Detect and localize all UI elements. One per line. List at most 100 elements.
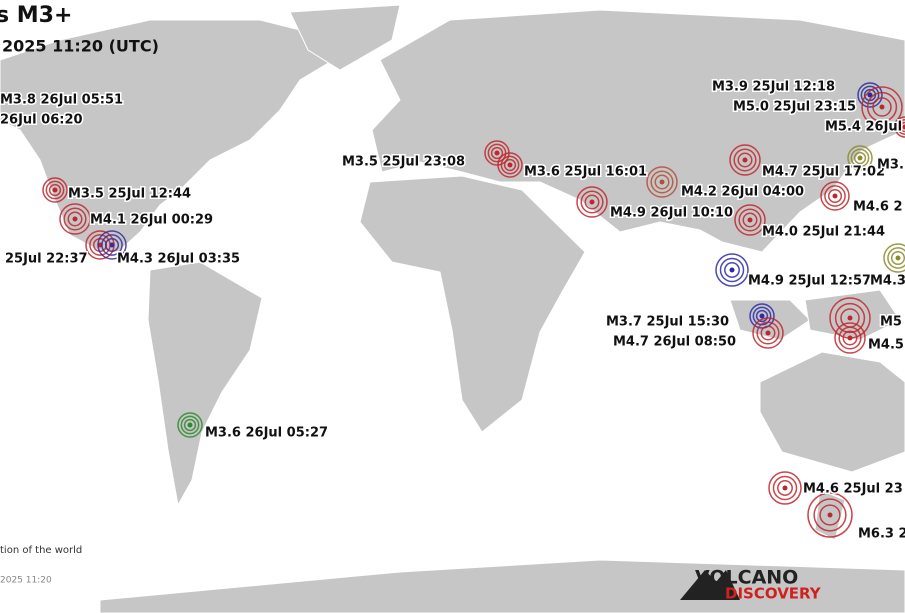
quake-label: M4.9 26Jul 10:10 [610, 206, 733, 221]
ring [42, 177, 68, 203]
quake-label: M5.0 25Jul 23:15 [733, 100, 856, 115]
ring [580, 190, 604, 214]
ring [490, 146, 504, 160]
ring [487, 143, 507, 163]
quake-marker [861, 86, 903, 128]
quake-marker [752, 317, 784, 349]
ring [654, 174, 670, 190]
quake-label: M5 [880, 315, 902, 330]
ring [59, 203, 91, 235]
ring [101, 234, 123, 256]
epicenter [494, 150, 500, 156]
ring [834, 302, 866, 334]
ring [827, 188, 843, 204]
quake-label: 25Jul 22:37 [5, 252, 88, 267]
logo-icon [680, 570, 740, 600]
ring [500, 155, 520, 175]
ring [48, 183, 62, 197]
epicenter [747, 217, 753, 223]
footer-time: 2025 11:20 [0, 576, 52, 586]
ring [503, 158, 517, 172]
ring [887, 247, 905, 269]
quake-label: M4.2 26Jul 04:00 [681, 185, 804, 200]
quake-marker [847, 145, 873, 171]
epicenter [879, 104, 885, 110]
ring [838, 326, 862, 350]
quake-label: M3.9 25Jul 12:18 [712, 80, 835, 95]
title: s M3+ [0, 3, 72, 28]
ring [824, 185, 846, 207]
quake-label: M3.5 25Jul 12:44 [68, 187, 191, 202]
ring [756, 321, 780, 345]
quake-label: M6.3 2 [858, 527, 905, 542]
ring [497, 152, 523, 178]
ring [872, 97, 892, 117]
quake-marker [484, 140, 510, 166]
ring [834, 322, 866, 354]
quake-label: M3.6 26Jul 05:27 [205, 426, 328, 441]
quake-marker [729, 144, 761, 176]
quake-marker [497, 152, 523, 178]
quake-label: M3.5 25Jul 23:08 [342, 155, 465, 170]
ring [772, 475, 798, 501]
quake-marker [646, 166, 678, 198]
ring [860, 85, 880, 105]
epicenter [72, 216, 78, 222]
ring [97, 230, 127, 260]
ring [899, 121, 905, 133]
ring [719, 257, 745, 283]
ring [650, 170, 674, 194]
ring [177, 412, 203, 438]
epicenter [659, 179, 665, 185]
epicenter [507, 162, 513, 168]
logo-bottom: DISCOVERY [725, 585, 822, 603]
ring [724, 262, 740, 278]
ring [742, 212, 758, 228]
ring [63, 207, 87, 231]
subtitle: 2025 11:20 (UTC) [2, 37, 159, 56]
ring [104, 237, 120, 253]
quake-label: M4.6 2 [853, 200, 903, 215]
ring [45, 180, 65, 200]
quake-marker [576, 186, 608, 218]
quake-marker [715, 253, 749, 287]
footer-note: tion of the world [0, 545, 82, 556]
ring [67, 211, 83, 227]
ring [850, 148, 870, 168]
ring [866, 91, 898, 123]
epicenter [832, 193, 838, 199]
quake-label: M3.8 26Jul 05:51 [0, 93, 123, 108]
quake-label: M4.3 26Jul 03:35 [117, 252, 240, 267]
quake-label: M3. [877, 158, 904, 173]
quake-label: M4.6 25Jul 23 [803, 482, 903, 497]
quake-marker [177, 412, 203, 438]
ring [807, 492, 853, 538]
ring [734, 204, 766, 236]
ring [755, 309, 769, 323]
ring [584, 194, 600, 210]
epicenter [742, 157, 748, 163]
ring [861, 86, 903, 128]
epicenter [52, 187, 58, 193]
ring [813, 498, 847, 532]
quake-label: M4.0 25Jul 21:44 [762, 225, 885, 240]
epicenter [109, 242, 115, 248]
ring [777, 480, 793, 496]
ring [857, 82, 883, 108]
epicenter [847, 335, 853, 341]
epicenter [857, 155, 863, 161]
epicenter [589, 199, 595, 205]
epicenter [895, 255, 901, 261]
ring [760, 325, 776, 341]
logo-top: VOLCANO [695, 567, 798, 589]
epicenter [867, 92, 873, 98]
quake-marker [807, 492, 853, 538]
ring [737, 152, 753, 168]
epicenter [827, 512, 833, 518]
ring [749, 303, 775, 329]
quake-marker [834, 322, 866, 354]
ring [729, 144, 761, 176]
quake-label: M4.7 26Jul 08:50 [613, 335, 736, 350]
quake-marker [59, 203, 91, 235]
